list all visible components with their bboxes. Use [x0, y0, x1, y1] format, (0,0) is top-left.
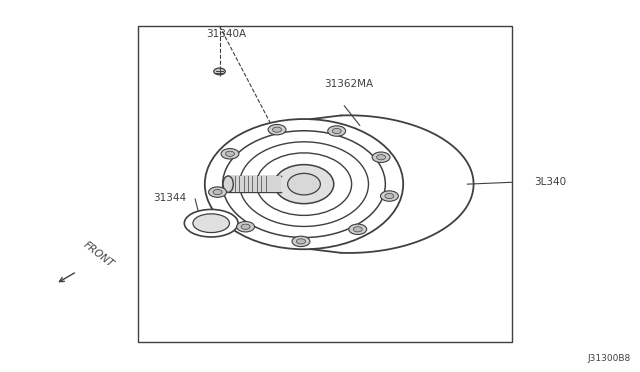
Ellipse shape [275, 164, 334, 204]
Circle shape [372, 152, 390, 163]
Circle shape [213, 189, 222, 195]
Circle shape [376, 155, 385, 160]
Circle shape [221, 148, 239, 159]
Circle shape [353, 227, 362, 232]
Ellipse shape [287, 173, 321, 195]
Bar [138, 26, 512, 342]
Ellipse shape [184, 209, 238, 237]
Ellipse shape [223, 176, 234, 192]
Ellipse shape [239, 142, 369, 227]
Circle shape [385, 193, 394, 199]
Circle shape [292, 236, 310, 247]
Ellipse shape [205, 119, 403, 249]
Circle shape [328, 126, 346, 136]
Circle shape [380, 191, 398, 201]
Circle shape [273, 127, 282, 132]
Circle shape [332, 128, 341, 134]
Circle shape [225, 151, 234, 156]
Ellipse shape [193, 214, 230, 232]
Circle shape [349, 224, 367, 234]
Text: 31340A: 31340A [206, 29, 246, 39]
Circle shape [237, 221, 255, 232]
Text: FRONT: FRONT [81, 239, 115, 269]
Ellipse shape [214, 68, 225, 75]
Ellipse shape [223, 131, 385, 237]
Circle shape [268, 125, 286, 135]
Circle shape [209, 187, 227, 197]
Text: J31300B8: J31300B8 [587, 354, 630, 363]
Text: 31362MA: 31362MA [324, 79, 373, 89]
Circle shape [241, 224, 250, 229]
Circle shape [296, 239, 305, 244]
Text: 31344: 31344 [153, 193, 186, 203]
Bar [228, 176, 280, 192]
Ellipse shape [257, 153, 351, 215]
Text: 3L340: 3L340 [534, 177, 566, 187]
